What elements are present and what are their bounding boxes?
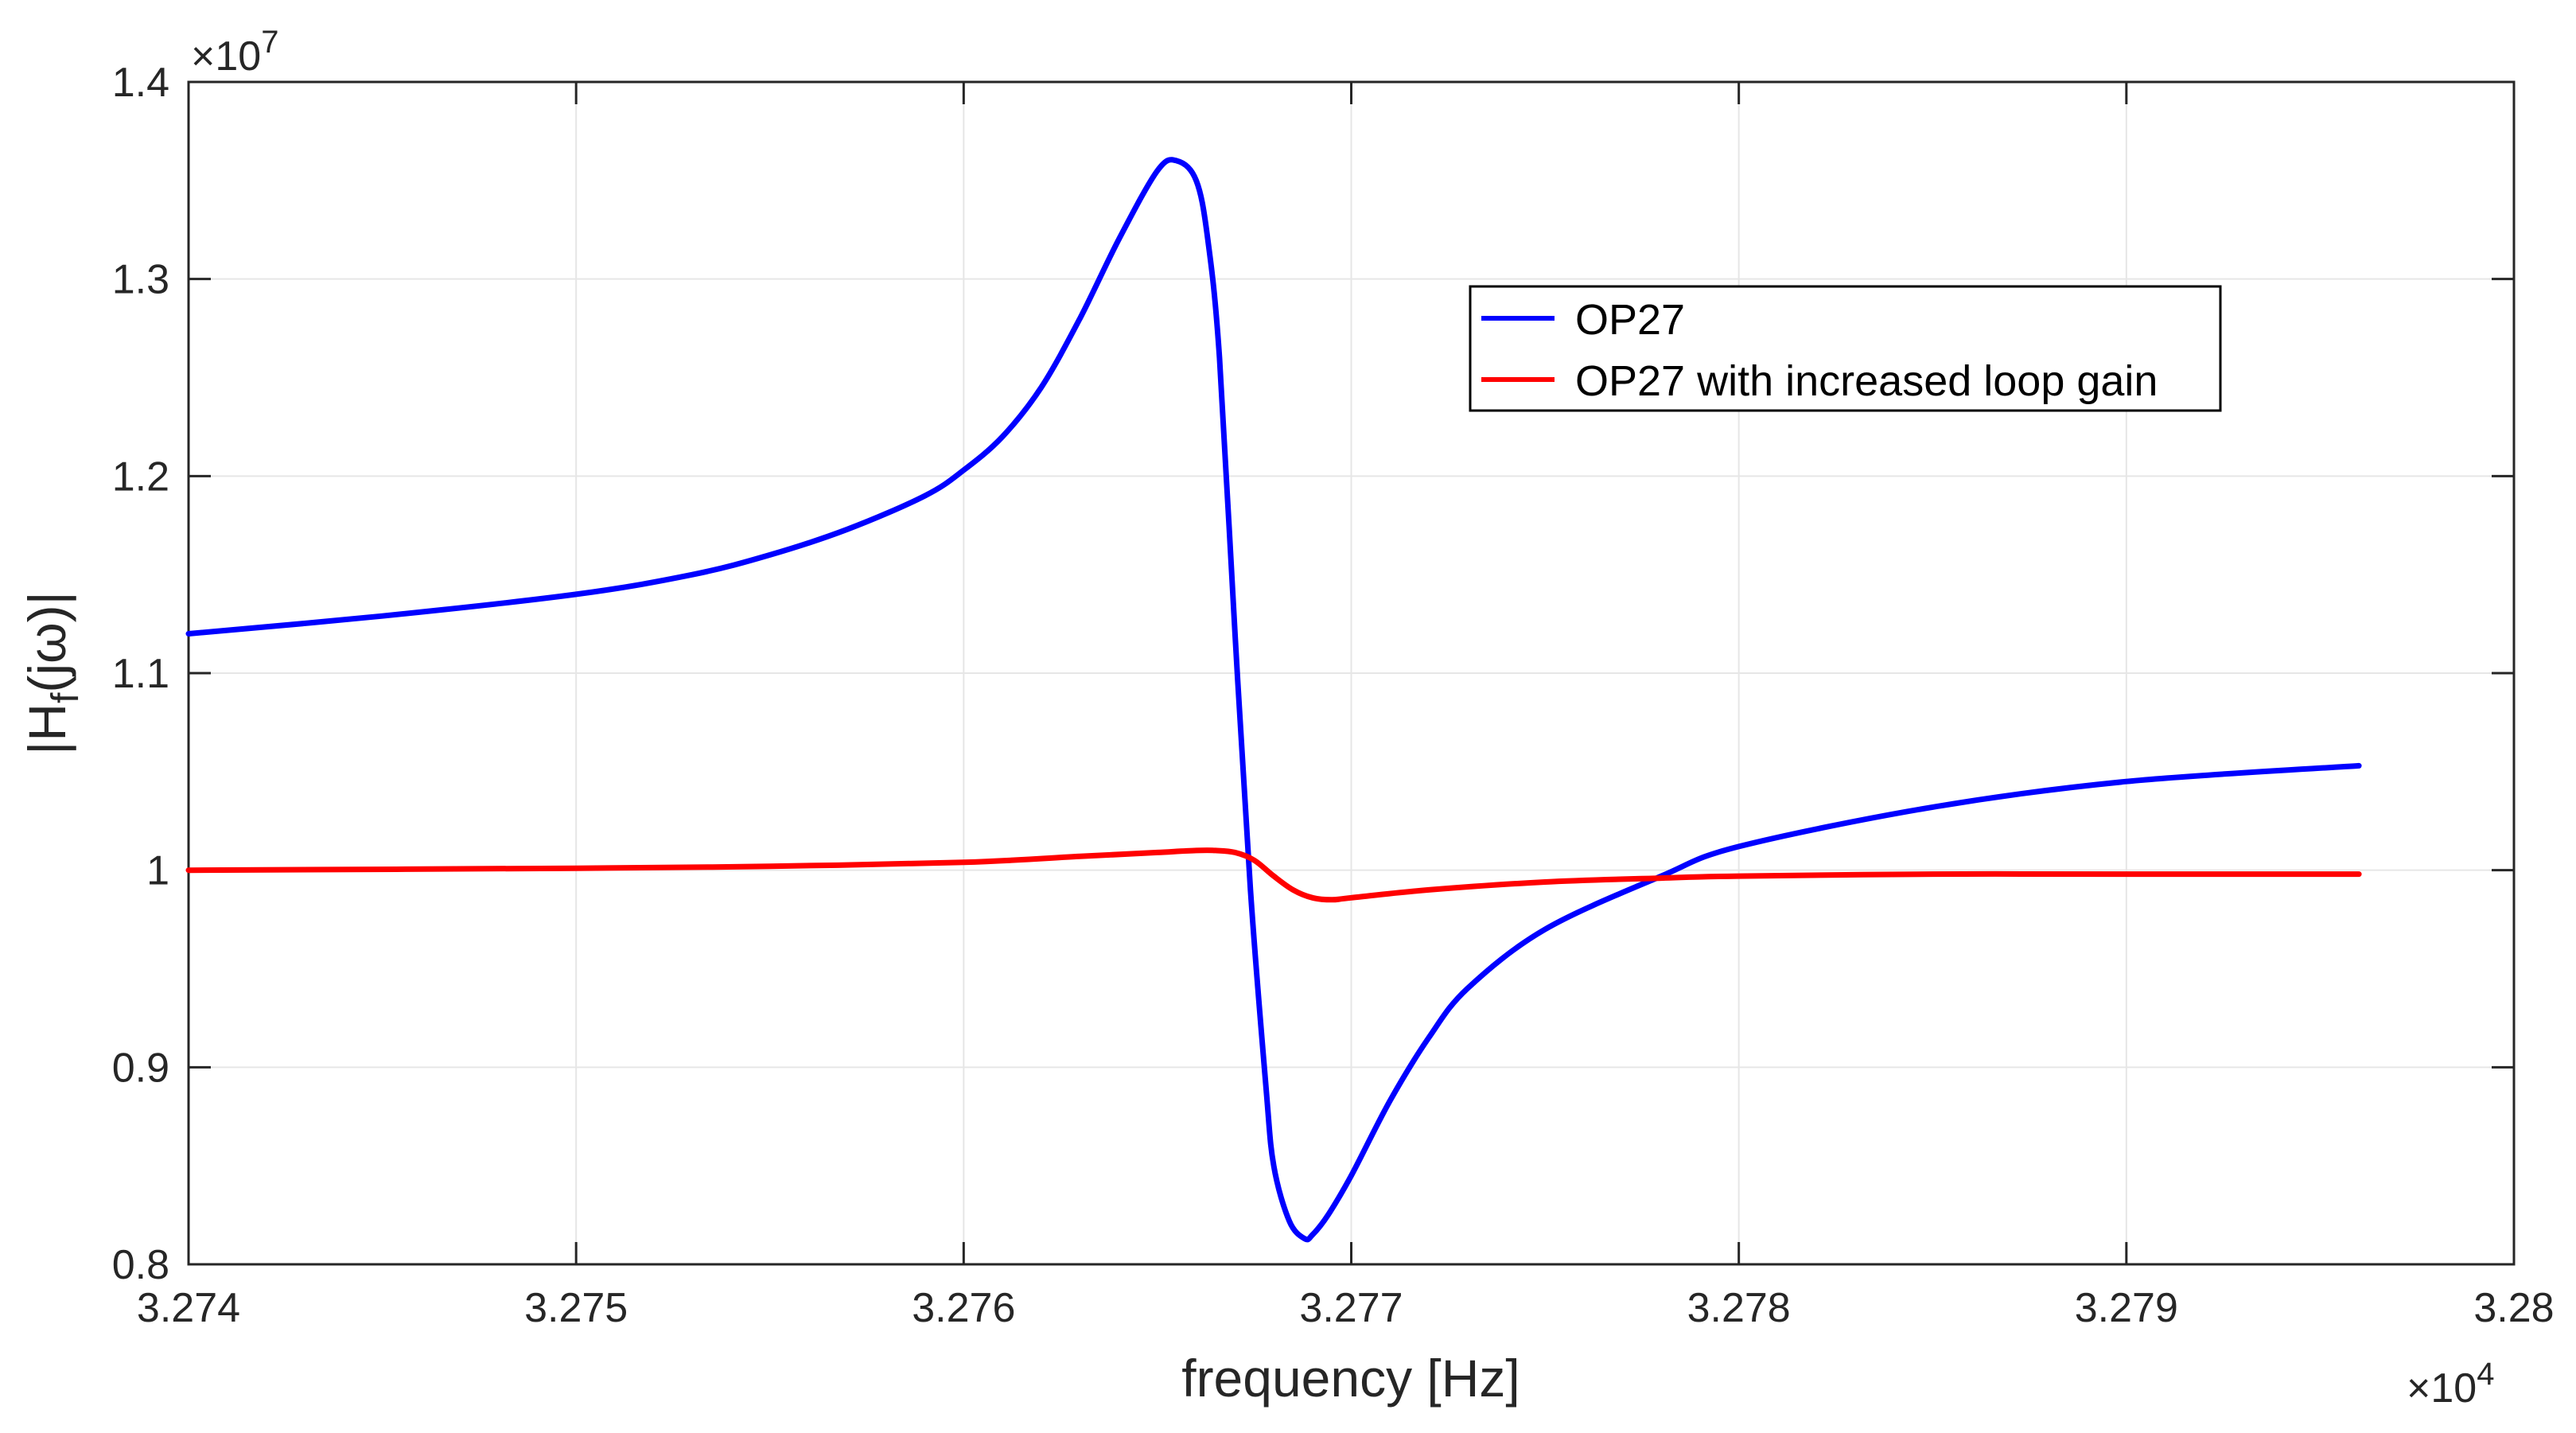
x-tick-label: 3.277 — [1299, 1285, 1403, 1331]
y-tick-label: 1.2 — [112, 454, 169, 500]
y-exponent-power: 7 — [261, 25, 278, 60]
y-tick-label: 1 — [146, 848, 169, 894]
y-tick-label: 1.1 — [112, 651, 169, 697]
y-tick-label: 1.3 — [112, 257, 169, 303]
y-exponent-label: ×107 — [191, 25, 278, 80]
series-line-op27-increased-loop-gain — [185, 847, 2362, 903]
y-tick-label: 0.9 — [112, 1045, 169, 1091]
x-exponent-label: ×104 — [2407, 1357, 2494, 1412]
y-axis-label-main: |H — [18, 703, 76, 755]
x-tick-label: 3.276 — [912, 1285, 1015, 1331]
x-tick-label: 3.279 — [2075, 1285, 2178, 1331]
x-exponent-power: 4 — [2477, 1357, 2494, 1392]
grid-lines — [189, 82, 2514, 1264]
x-tick-label: 3.28 — [2473, 1285, 2554, 1331]
x-exponent-prefix: ×10 — [2407, 1365, 2477, 1412]
x-tick-label: 3.274 — [137, 1285, 240, 1331]
x-axis-label: frequency [Hz] — [1181, 1349, 1520, 1408]
legend-box — [1469, 285, 2222, 412]
y-tick-label: 1.4 — [112, 60, 169, 106]
y-axis-label-subscript: f — [45, 692, 87, 703]
series-line-op27 — [185, 157, 2362, 1243]
axis-ticks: 3.274 3.275 3.276 3.277 3.278 3.279 3.28 0.8 0.9… — [112, 60, 2555, 1331]
legend-label-increased-loop-gain: OP27 with increased loop gain — [1575, 357, 2158, 405]
x-tick-label: 3.275 — [524, 1285, 628, 1331]
y-exponent-prefix: ×10 — [191, 33, 261, 80]
legend-label-op27: OP27 — [1575, 296, 1685, 344]
y-axis-label-tail: (jω)| — [18, 591, 76, 692]
svg-text:|Hf(jω)|: |Hf(jω)| — [18, 591, 87, 754]
y-axis-label: |Hf(jω)| — [18, 591, 87, 754]
series-lines — [185, 157, 2362, 1243]
legend: OP27 OP27 with increased loop gain — [1469, 285, 2222, 412]
x-tick-label: 3.278 — [1687, 1285, 1791, 1331]
y-tick-label: 0.8 — [112, 1242, 169, 1288]
